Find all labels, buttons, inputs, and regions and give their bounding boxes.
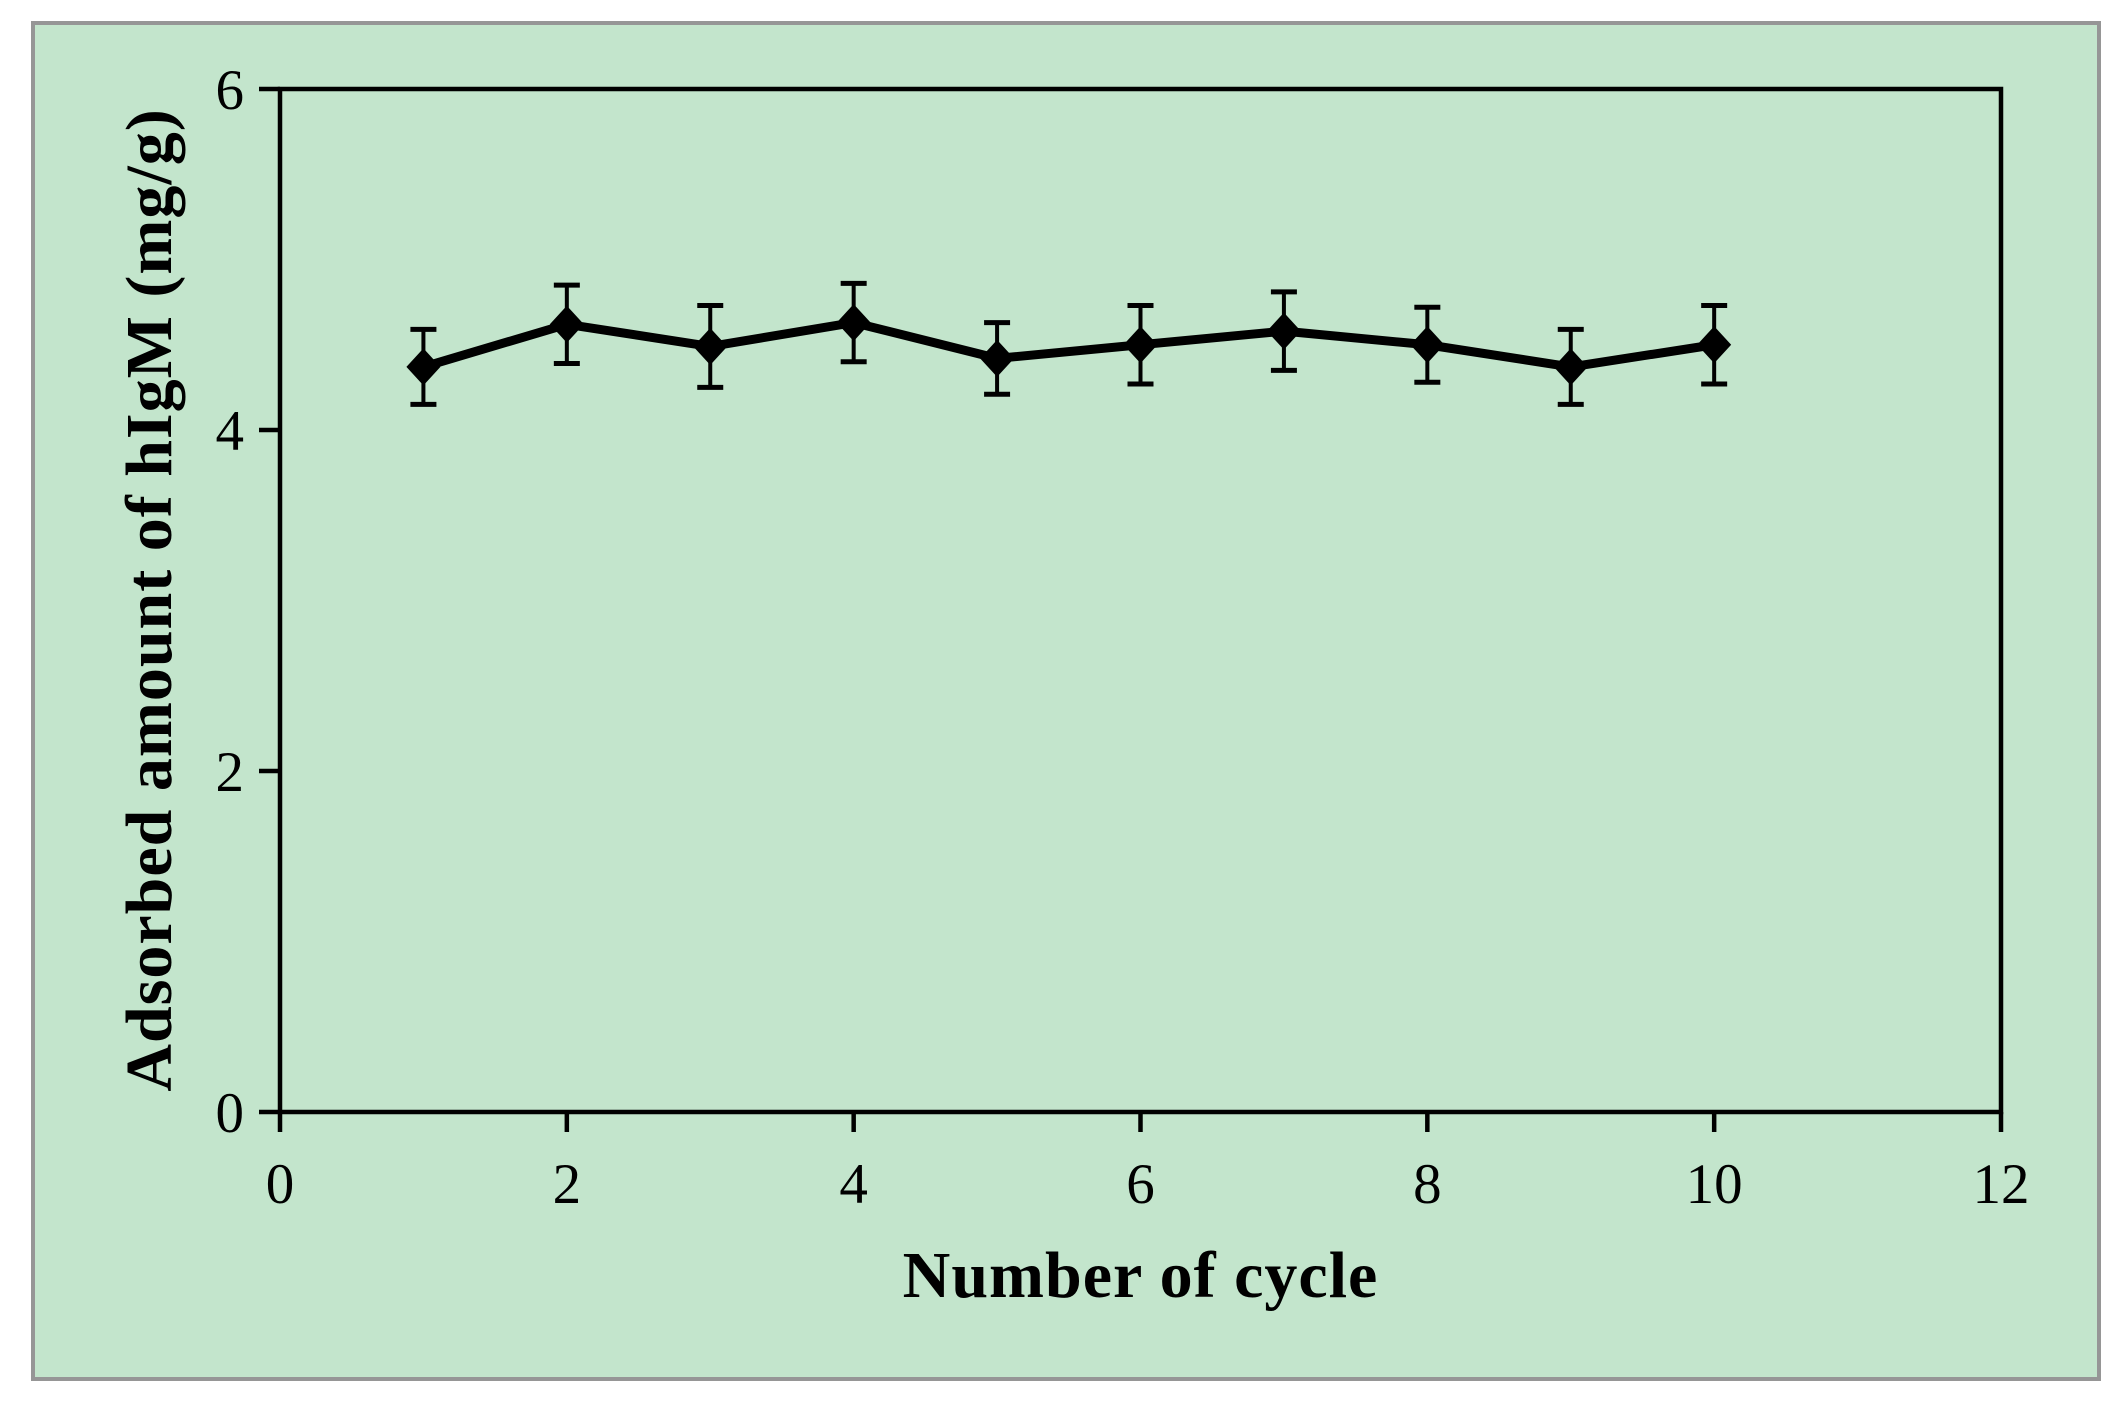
- x-tick-label: 0: [266, 1153, 295, 1216]
- y-axis-title: Adsorbed amount of hIgM (mg/g): [113, 108, 186, 1092]
- x-tick-label: 10: [1686, 1153, 1743, 1216]
- x-axis-title: Number of cycle: [902, 1239, 1379, 1312]
- data-point-marker: [1266, 312, 1301, 350]
- data-point-marker: [1410, 326, 1445, 364]
- y-tick-label: 4: [216, 400, 245, 463]
- y-tick-label: 2: [216, 741, 245, 804]
- data-point-marker: [406, 348, 441, 386]
- data-point-marker: [836, 304, 871, 342]
- x-tick-label: 6: [1126, 1153, 1155, 1216]
- y-tick-label: 0: [216, 1082, 245, 1145]
- chart-frame: [31, 21, 2101, 1381]
- x-tick-label: 4: [839, 1153, 868, 1216]
- data-point-marker: [549, 305, 584, 343]
- data-point-marker: [1553, 348, 1588, 386]
- data-point-marker: [693, 327, 728, 365]
- data-point-marker: [980, 339, 1015, 377]
- x-tick-label: 12: [1973, 1153, 2030, 1216]
- x-tick-label: 8: [1413, 1153, 1442, 1216]
- data-series-line: [418, 318, 1719, 372]
- y-tick-label: 6: [216, 59, 245, 122]
- data-point-marker: [1123, 326, 1158, 364]
- data-point-marker: [1697, 326, 1732, 364]
- plot-area-border: [277, 86, 2004, 1115]
- x-tick-label: 2: [553, 1153, 582, 1216]
